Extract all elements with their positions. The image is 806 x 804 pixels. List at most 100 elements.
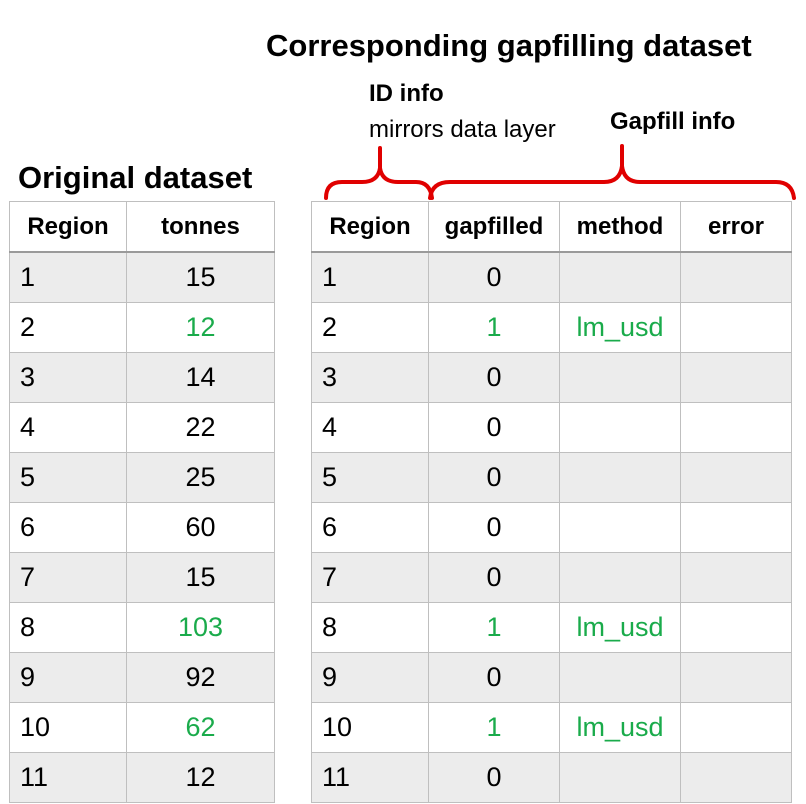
table-row: 8 103 [9, 602, 275, 653]
region-cell: 8 [311, 602, 429, 653]
error-cell [680, 652, 792, 703]
gapfilled-cell: 1 [428, 702, 560, 753]
column-header-method: method [559, 201, 681, 253]
tonnes-cell: 25 [126, 452, 275, 503]
region-cell: 2 [9, 302, 127, 353]
table-row: 8 1 lm_usd [311, 602, 792, 653]
table-row: 10 1 lm_usd [311, 702, 792, 753]
region-cell: 9 [311, 652, 429, 703]
table-row: 6 60 [9, 502, 275, 553]
region-cell: 4 [311, 402, 429, 453]
region-cell: 11 [311, 752, 429, 803]
table-row: 1 15 [9, 252, 275, 303]
region-cell: 1 [9, 252, 127, 303]
table-header-row: Region gapfilled method error [311, 201, 792, 253]
method-cell: lm_usd [559, 702, 681, 753]
gapfilled-cell: 0 [428, 402, 560, 453]
id-info-title: ID info [369, 80, 444, 107]
gapfilled-cell: 0 [428, 352, 560, 403]
table-row: 11 0 [311, 752, 792, 803]
region-cell: 3 [9, 352, 127, 403]
method-cell [559, 452, 681, 503]
gapfill-info-brace [428, 144, 796, 200]
table-row: 2 12 [9, 302, 275, 353]
table-row: 3 14 [9, 352, 275, 403]
column-header-error: error [680, 201, 792, 253]
error-cell [680, 352, 792, 403]
id-info-subtitle: mirrors data layer [369, 116, 556, 143]
method-cell [559, 502, 681, 553]
region-cell: 4 [9, 402, 127, 453]
region-cell: 11 [9, 752, 127, 803]
region-cell: 2 [311, 302, 429, 353]
tonnes-cell: 62 [126, 702, 275, 753]
region-cell: 7 [9, 552, 127, 603]
error-cell [680, 702, 792, 753]
tonnes-cell: 15 [126, 252, 275, 303]
gapfilled-cell: 0 [428, 652, 560, 703]
region-cell: 7 [311, 552, 429, 603]
table-row: 2 1 lm_usd [311, 302, 792, 353]
method-cell [559, 752, 681, 803]
id-info-brace [324, 146, 434, 200]
method-cell [559, 402, 681, 453]
table-row: 11 12 [9, 752, 275, 803]
table-row: 5 25 [9, 452, 275, 503]
error-cell [680, 602, 792, 653]
column-header-tonnes: tonnes [126, 201, 275, 253]
gapfilled-cell: 0 [428, 552, 560, 603]
region-cell: 5 [9, 452, 127, 503]
gapfilled-cell: 0 [428, 752, 560, 803]
tonnes-cell: 60 [126, 502, 275, 553]
gapfilling-dataset-table: Region gapfilled method error 1 0 2 1 lm_usd… [311, 201, 792, 803]
region-cell: 8 [9, 602, 127, 653]
tonnes-cell: 14 [126, 352, 275, 403]
region-cell: 5 [311, 452, 429, 503]
gapfilled-cell: 1 [428, 602, 560, 653]
original-dataset-table: Region tonnes 1 15 2 12 3 14 4 22 5 25 6 60 7 15 8 103 9… [9, 201, 275, 803]
error-cell [680, 402, 792, 453]
region-cell: 6 [311, 502, 429, 553]
error-cell [680, 552, 792, 603]
original-dataset-title: Original dataset [18, 160, 253, 195]
column-header-region: Region [9, 201, 127, 253]
column-header-region: Region [311, 201, 429, 253]
region-cell: 10 [9, 702, 127, 753]
method-cell [559, 252, 681, 303]
error-cell [680, 502, 792, 553]
error-cell [680, 302, 792, 353]
table-row: 7 15 [9, 552, 275, 603]
tonnes-cell: 103 [126, 602, 275, 653]
tonnes-cell: 15 [126, 552, 275, 603]
error-cell [680, 752, 792, 803]
gapfilled-cell: 0 [428, 452, 560, 503]
table-header-row: Region tonnes [9, 201, 275, 253]
tonnes-cell: 92 [126, 652, 275, 703]
gapfill-info-title: Gapfill info [610, 108, 736, 135]
method-cell [559, 652, 681, 703]
tonnes-cell: 22 [126, 402, 275, 453]
method-cell [559, 352, 681, 403]
main-title: Corresponding gapfilling dataset [266, 28, 752, 63]
tonnes-cell: 12 [126, 752, 275, 803]
region-cell: 6 [9, 502, 127, 553]
region-cell: 3 [311, 352, 429, 403]
gapfilled-cell: 0 [428, 252, 560, 303]
table-row: 4 22 [9, 402, 275, 453]
method-cell: lm_usd [559, 602, 681, 653]
tonnes-cell: 12 [126, 302, 275, 353]
method-cell [559, 552, 681, 603]
region-cell: 1 [311, 252, 429, 303]
error-cell [680, 452, 792, 503]
table-row: 9 92 [9, 652, 275, 703]
error-cell [680, 252, 792, 303]
gapfilled-cell: 0 [428, 502, 560, 553]
